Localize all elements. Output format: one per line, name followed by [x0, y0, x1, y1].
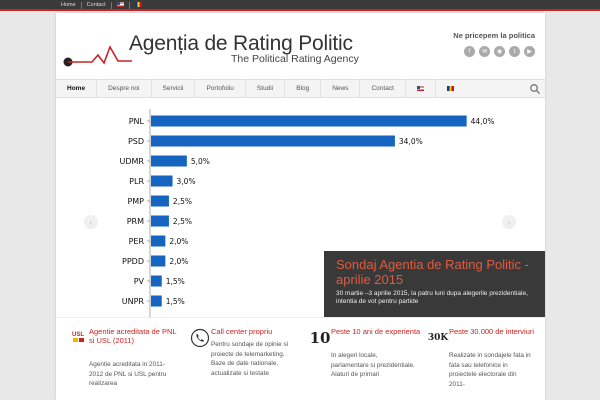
nav-servicii[interactable]: Servicii: [152, 79, 196, 98]
category-label: PPDD: [122, 257, 144, 266]
nav-news[interactable]: News: [321, 79, 361, 98]
bar-psd: [151, 135, 395, 147]
bar-pnl: [151, 115, 467, 127]
bar-per: [151, 235, 166, 247]
caption-text: 30 martie –3 aprilie 2015, la patru luni…: [336, 290, 528, 305]
flag-us-icon: [116, 2, 124, 8]
site-subtitle: The Political Rating Agency: [231, 53, 359, 65]
nav-lang-en[interactable]: [406, 79, 436, 98]
flag-ro-icon: [134, 2, 142, 8]
feature-title[interactable]: Call center propriu: [211, 327, 273, 336]
hero-slider: PNL 44,0% PSD 34,0% UDMR 5,0% PLR 3,0% PMP 2,5% PR…: [56, 99, 545, 317]
slide-caption: Sondaj Agentia de Rating Politic - april…: [324, 251, 545, 317]
nav-portofoliu[interactable]: Portofoliu: [195, 79, 246, 98]
category-label: PV: [134, 277, 145, 286]
feature-title[interactable]: Peste 30.000 de interviuri: [449, 327, 535, 336]
flag-us-icon: [416, 85, 424, 91]
bar-prm: [151, 215, 169, 227]
value-label: 1,5%: [166, 277, 185, 286]
page-container: Agenția de Rating Politic The Political …: [56, 13, 545, 400]
youtube-icon[interactable]: ▶: [524, 46, 535, 57]
nav-studii[interactable]: Studii: [246, 79, 286, 98]
logo-graph-icon: [63, 45, 132, 67]
bar-plr: [151, 175, 173, 187]
flag-ro-icon: [446, 85, 454, 91]
category-label: UNPR: [122, 297, 145, 306]
lang-ro-link[interactable]: [130, 2, 147, 9]
value-label: 1,5%: [166, 297, 185, 306]
usl-logo-icon: USL: [68, 328, 88, 348]
nav-blog[interactable]: Blog: [285, 79, 322, 98]
search-icon[interactable]: [529, 83, 541, 95]
category-label: UDMR: [120, 157, 145, 166]
caption-title[interactable]: Sondaj Agentia de Rating Politic - april…: [336, 257, 529, 287]
slider-next-button[interactable]: ›: [502, 215, 516, 229]
social-links: f ✉ ◉ t ▶: [464, 46, 535, 57]
category-label: PER: [129, 237, 145, 246]
poll-bar-chart: PNL 44,0% PSD 34,0% UDMR 5,0% PLR 3,0% PMP 2,5% PR…: [120, 109, 495, 317]
value-label: 2,0%: [169, 237, 188, 246]
nav-despre-noi[interactable]: Despre noi: [97, 79, 152, 98]
lang-en-link[interactable]: [112, 2, 130, 9]
value-label: 3,0%: [177, 177, 196, 186]
nav-contact[interactable]: Contact: [360, 79, 406, 98]
category-label: PLR: [129, 177, 144, 186]
top-link-contact[interactable]: Contact: [82, 2, 112, 9]
slider-prev-button[interactable]: ‹: [84, 215, 98, 229]
bar-pv: [151, 275, 162, 287]
feature-text: In alegeri locale, parlamentare si prezi…: [331, 352, 415, 378]
category-label: PSD: [128, 137, 144, 146]
value-label: 34,0%: [399, 137, 423, 146]
value-label: 44,0%: [471, 117, 495, 126]
feature-text: Realizate in sondajele fata in fata sau …: [449, 352, 531, 388]
feature-title[interactable]: Peste 10 ani de experienta: [331, 327, 421, 336]
nav-home[interactable]: Home: [56, 79, 98, 98]
category-label: PMP: [127, 197, 144, 206]
site-title[interactable]: Agenția de Rating Politic: [129, 32, 353, 55]
nav-lang-ro[interactable]: [436, 79, 465, 98]
number-30k-icon: 30K: [427, 333, 449, 343]
top-link-home[interactable]: Home: [56, 2, 82, 9]
value-label: 2,0%: [169, 257, 188, 266]
number-10-icon: 10: [309, 329, 331, 347]
tagline: Ne pricepem la politica: [453, 31, 535, 40]
features-row: USL Agentie acreditata de PNL si USL (20…: [56, 317, 545, 400]
twitter-icon[interactable]: t: [509, 46, 520, 57]
category-label: PRM: [127, 217, 144, 226]
email-icon[interactable]: ✉: [479, 46, 490, 57]
facebook-icon[interactable]: f: [464, 46, 475, 57]
site-header: Agenția de Rating Politic The Political …: [56, 13, 545, 75]
category-label: PNL: [129, 117, 145, 126]
feature-text: Agentie acreditata in 2011-2012 de PNL s…: [89, 361, 167, 387]
top-bar: Home Contact: [0, 0, 600, 11]
main-nav: Home Despre noi Servicii Portofoliu Stud…: [56, 79, 545, 98]
bar-pmp: [151, 195, 169, 207]
phone-icon: [190, 328, 210, 348]
value-label: 5,0%: [191, 157, 210, 166]
rss-icon[interactable]: ◉: [494, 46, 505, 57]
feature-title[interactable]: Agentie acreditata de PNL si USL (2011): [89, 327, 177, 345]
feature-text: Pentru sondaje de opinie si proiecte de …: [211, 341, 289, 377]
bar-ppdd: [151, 255, 166, 267]
value-label: 2,5%: [173, 197, 192, 206]
bar-udmr: [151, 155, 187, 167]
value-label: 2,5%: [173, 217, 192, 226]
bar-unpr: [151, 295, 162, 307]
